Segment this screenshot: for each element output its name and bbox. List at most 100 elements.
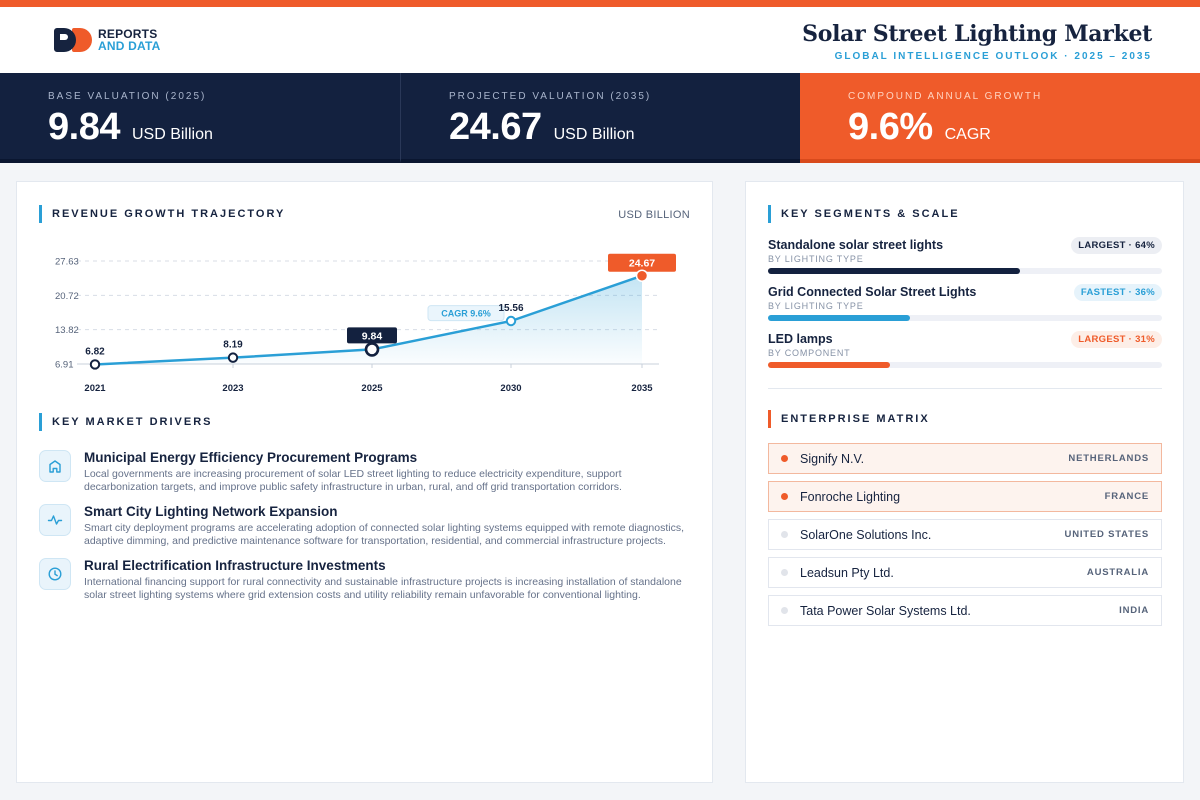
company-name: Signify N.V.	[800, 451, 865, 466]
enterprise-row[interactable]: Signify N.V. NETHERLANDS	[768, 443, 1162, 474]
kpi-cagr: COMPOUND ANNUAL GROWTH 9.6% CAGR	[800, 73, 1200, 163]
section-title-text: ENTERPRISE MATRIX	[781, 413, 930, 425]
section-divider	[768, 388, 1162, 389]
kpi-value: 24.67	[449, 106, 542, 148]
kpi-label: COMPOUND ANNUAL GROWTH	[848, 91, 1043, 102]
kpi-unit: USD Billion	[131, 126, 213, 143]
company-name: Leadsun Pty Ltd.	[800, 565, 894, 580]
enterprise-row[interactable]: Leadsun Pty Ltd. AUSTRALIA	[768, 557, 1162, 588]
section-title-trajectory: REVENUE GROWTH TRAJECTORY	[39, 205, 285, 223]
segment-bar-fill	[768, 315, 910, 321]
logo-icon	[54, 28, 92, 52]
company-country: INDIA	[1119, 605, 1149, 616]
section-title-text: KEY MARKET DRIVERS	[52, 416, 213, 428]
segment-category: BY LIGHTING TYPE	[768, 254, 864, 264]
company-country: UNITED STATES	[1064, 529, 1149, 540]
driver-item: Municipal Energy Efficiency Procurement …	[39, 450, 689, 494]
data-point	[635, 269, 649, 282]
segment-bar-track	[768, 268, 1162, 274]
enterprise-row[interactable]: SolarOne Solutions Inc. UNITED STATES	[768, 519, 1162, 550]
segment-category: BY COMPONENT	[768, 348, 851, 358]
enterprise-matrix: Signify N.V. NETHERLANDS Fonroche Lighti…	[768, 443, 1162, 633]
segment-name: Standalone solar street lights	[768, 238, 944, 252]
company-country: FRANCE	[1104, 491, 1149, 502]
revenue-chart: 27.63 20.72 13.82 6.91 CAGR 9.6% 6.82 2021 8.19…	[55, 253, 676, 394]
status-dot	[781, 607, 788, 614]
value-label: 9.84	[362, 330, 383, 342]
driver-item: Smart City Lighting Network Expansion Sm…	[39, 504, 689, 548]
status-dot	[781, 455, 788, 462]
value-label-box	[347, 327, 397, 344]
section-marker	[768, 205, 771, 223]
page-subtitle: GLOBAL INTELLIGENCE OUTLOOK · 2025 – 203…	[834, 51, 1152, 62]
kpi-projected-valuation: PROJECTED VALUATION (2035) 24.67 USD Bill…	[400, 73, 800, 163]
y-tick-label: 13.82	[55, 325, 79, 336]
kpi-unit: USD Billion	[553, 126, 635, 143]
kpi-value: 9.84	[48, 106, 120, 148]
company-name: SolarOne Solutions Inc.	[800, 527, 932, 542]
logo-line-2: AND DATA	[98, 39, 161, 53]
value-label: 24.67	[629, 258, 655, 270]
brand-logo[interactable]: REPORTS AND DATA	[54, 27, 160, 53]
driver-item: Rural Electrification Infrastructure Inv…	[39, 558, 689, 602]
cagr-annotation: CAGR 9.6%	[441, 309, 491, 319]
y-tick-label: 20.72	[55, 291, 79, 302]
section-title-segments: KEY SEGMENTS & SCALE	[768, 205, 960, 223]
data-point	[364, 342, 380, 357]
segment-category: BY LIGHTING TYPE	[768, 301, 864, 311]
segment-name: Grid Connected Solar Street Lights	[768, 285, 977, 299]
segment-item: LED lamps BY COMPONENT LARGEST · 31%	[768, 331, 1162, 379]
drivers-list: Municipal Energy Efficiency Procurement …	[39, 450, 689, 612]
driver-title: Municipal Energy Efficiency Procurement …	[84, 450, 418, 465]
driver-description: Local governments are increasing procure…	[84, 468, 622, 493]
cagr-annotation-box	[427, 305, 505, 322]
data-point	[227, 352, 239, 363]
x-tick-label: 2025	[361, 383, 383, 394]
driver-description: Smart city deployment programs are accel…	[84, 522, 684, 547]
company-country: NETHERLANDS	[1068, 453, 1149, 464]
section-title-text: REVENUE GROWTH TRAJECTORY	[52, 208, 286, 220]
section-title-drivers: KEY MARKET DRIVERS	[39, 413, 212, 431]
top-accent-bar	[0, 0, 1200, 7]
value-label: 6.82	[85, 346, 105, 357]
kpi-strip: BASE VALUATION (2025) 9.84 USD Billion PR…	[0, 73, 1200, 163]
section-title-matrix: ENTERPRISE MATRIX	[768, 410, 930, 428]
section-title-text: KEY SEGMENTS & SCALE	[781, 208, 960, 220]
segments-card: KEY SEGMENTS & SCALE Standalone solar st…	[745, 181, 1184, 783]
kpi-unit: CAGR	[944, 126, 991, 143]
status-dot	[781, 493, 788, 500]
enterprise-row[interactable]: Fonroche Lighting FRANCE	[768, 481, 1162, 512]
value-label: 8.19	[223, 340, 243, 351]
kpi-base-valuation: BASE VALUATION (2025) 9.84 USD Billion	[0, 73, 400, 163]
x-tick-label: 2035	[631, 383, 653, 394]
enterprise-row[interactable]: Tata Power Solar Systems Ltd. INDIA	[768, 595, 1162, 626]
chart-unit-label: USD BILLION	[618, 209, 690, 221]
pulse-icon	[39, 504, 71, 536]
company-name: Tata Power Solar Systems Ltd.	[800, 603, 971, 618]
segments-list: Standalone solar street lights BY LIGHTI…	[768, 237, 1162, 379]
status-dot	[781, 569, 788, 576]
kpi-label: PROJECTED VALUATION (2035)	[449, 91, 652, 102]
company-name: Fonroche Lighting	[800, 489, 901, 504]
x-tick-label: 2023	[222, 383, 243, 394]
kpi-label: BASE VALUATION (2025)	[48, 91, 207, 102]
driver-title: Smart City Lighting Network Expansion	[84, 504, 338, 519]
segment-badge: FASTEST · 36%	[1073, 284, 1162, 301]
segment-bar-fill	[768, 362, 891, 368]
trajectory-card: REVENUE GROWTH TRAJECTORY USD BILLION 27…	[16, 181, 713, 783]
segment-bar-fill	[768, 268, 1021, 274]
building-icon	[39, 450, 71, 482]
value-label: 15.56	[498, 303, 523, 314]
logo-text: REPORTS AND DATA	[98, 28, 160, 52]
segment-name: LED lamps	[768, 332, 833, 346]
header: REPORTS AND DATA Solar Street Lighting M…	[0, 7, 1200, 73]
driver-title: Rural Electrification Infrastructure Inv…	[84, 558, 386, 573]
segment-item: Standalone solar street lights BY LIGHTI…	[768, 237, 1162, 285]
section-marker	[39, 205, 42, 223]
segment-bar-track	[768, 362, 1162, 368]
data-point	[89, 359, 101, 370]
segment-badge: LARGEST · 64%	[1071, 237, 1162, 254]
page-title: Solar Street Lighting Market	[802, 21, 1152, 47]
value-label-box	[608, 253, 676, 272]
area-fill	[95, 275, 642, 365]
